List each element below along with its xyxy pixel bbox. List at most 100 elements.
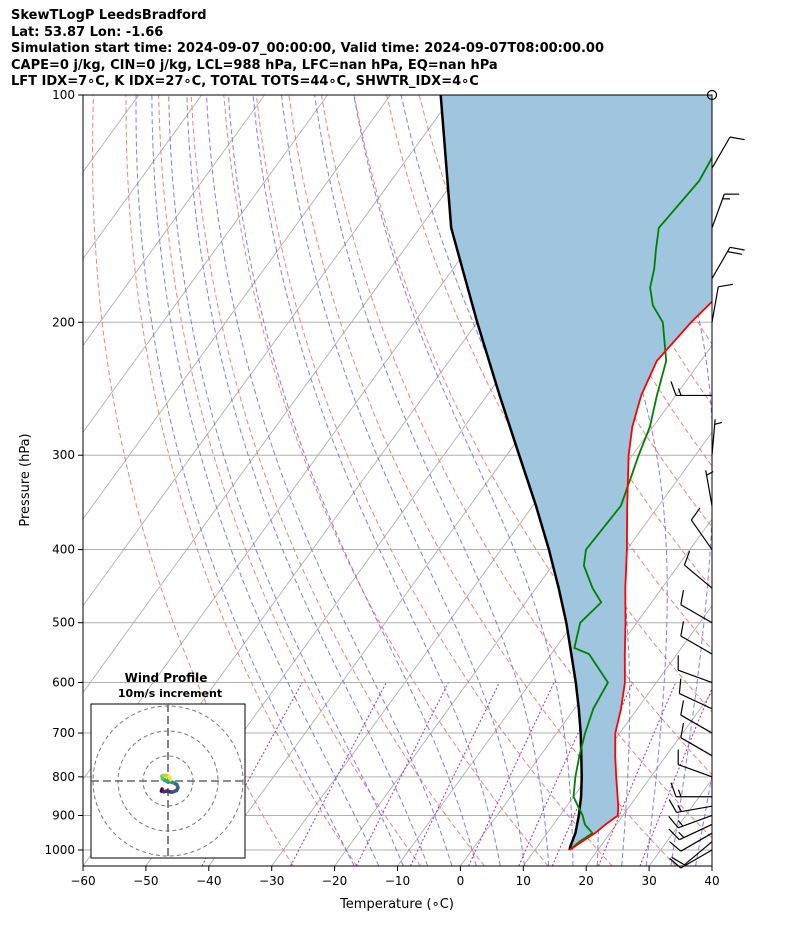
dry-adiabat-line: [713, 95, 794, 866]
dry-adiabat-line: [190, 95, 485, 866]
dry-adiabat-line: [158, 95, 422, 866]
y-tick-label: 600: [52, 676, 75, 690]
wind-barb: [711, 136, 745, 169]
x-tick-label: −20: [322, 874, 347, 888]
isotherm-line: [522, 604, 712, 866]
isotherm-line: [83, 95, 391, 520]
wind-barb-flag: [683, 550, 691, 566]
wind-barb-flag: [680, 589, 685, 605]
mixing-ratio-line: [468, 682, 555, 866]
dry-adiabat-line: [91, 95, 294, 866]
wind-barb: [680, 589, 713, 624]
dry-adiabat-line: [223, 95, 549, 866]
dry-adiabat-line: [778, 95, 794, 866]
y-tick-label: 500: [52, 616, 75, 630]
isotherm-line: [460, 518, 712, 866]
wind-barb-flag: [727, 251, 743, 255]
wind-barb-flag: [690, 507, 701, 521]
x-tick-label: −50: [133, 874, 158, 888]
header-indices-line: LFT IDX=7∘C, K IDX=27∘C, TOTAL TOTS=44∘C…: [11, 74, 479, 89]
wind-barb-staff: [677, 763, 713, 778]
wind-barb: [668, 814, 713, 829]
wind-barb-flag: [670, 381, 677, 396]
wind-barb-staff: [679, 823, 713, 841]
hodograph-title: Wind Profile: [125, 671, 208, 685]
dry-adiabat-line: [516, 95, 712, 467]
cin-shaded-area: [440, 95, 712, 850]
hodograph-subtitle: 10m/s increment: [118, 687, 222, 700]
wind-barb-flag: [669, 841, 682, 852]
wind-barb-flag: [680, 621, 685, 637]
y-tick-label: 1000: [44, 843, 75, 857]
wind-barb: [668, 799, 713, 814]
wind-barb: [677, 749, 713, 778]
wind-barb-flag: [729, 136, 745, 141]
wind-barb-staff: [680, 832, 713, 852]
chart-header: SkewTLogP LeedsBradford Lat: 53.87 Lon: …: [11, 8, 604, 91]
moist-adiabat-line: [252, 95, 501, 866]
wind-barb-staff: [711, 136, 731, 169]
mixing-ratio-line: [639, 687, 712, 866]
isotherm-line: [83, 95, 328, 433]
hodograph-plot: [91, 704, 245, 858]
wind-barb: [680, 700, 713, 734]
wind-barb: [671, 841, 713, 866]
wind-barb-flag: [678, 678, 682, 694]
wind-barb-staff: [680, 604, 713, 624]
isotherm-line: [711, 865, 712, 866]
dry-adiabat-line: [125, 95, 358, 866]
y-tick-label: 100: [52, 88, 75, 102]
moist-adiabat-line: [135, 95, 355, 866]
mixing-ratio-line: [290, 682, 387, 866]
isotherm-line: [83, 95, 203, 260]
wind-barb: [711, 419, 723, 456]
wind-barb-staff: [677, 669, 713, 684]
y-tick-label: 300: [52, 448, 75, 462]
y-tick-label: 400: [52, 543, 75, 557]
temperature-profile-line: [568, 300, 712, 851]
header-times: Simulation start time: 2024-09-07_00:00:…: [11, 41, 604, 56]
wind-barb-staff: [677, 814, 713, 829]
x-tick-label: 20: [579, 874, 594, 888]
dry-adiabat-line: [321, 95, 712, 839]
dry-adiabat-line: [745, 95, 794, 866]
wind-barb: [670, 782, 712, 798]
wind-barb-flag: [668, 815, 679, 829]
dry-adiabat-line: [288, 95, 677, 866]
parcel-profile-line: [439, 95, 583, 851]
wind-barb-staff: [690, 519, 713, 550]
wind-barb-staff: [705, 470, 713, 506]
moist-adiabat-line: [281, 95, 525, 866]
wind-barb-staff: [711, 247, 731, 279]
moist-adiabat-line: [353, 95, 574, 866]
x-tick-label: 10: [516, 874, 531, 888]
y-axis-label: Pressure (hPa): [18, 433, 33, 526]
x-tick-label: −30: [259, 874, 284, 888]
wind-barb-staff: [711, 193, 725, 229]
moist-adiabat-line: [168, 95, 404, 866]
moist-adiabat-line: [314, 95, 550, 866]
moist-adiabat-line: [186, 95, 429, 866]
header-station: SkewTLogP LeedsBradford: [11, 8, 207, 23]
wind-barb-half-flag: [678, 831, 685, 838]
wind-barb: [690, 507, 713, 550]
wind-barb-staff: [711, 419, 716, 456]
dry-adiabat-line: [255, 95, 613, 866]
wind-barb-flag: [680, 700, 685, 716]
wind-barb-flag: [669, 857, 682, 869]
dry-adiabat-line: [386, 95, 712, 713]
hodograph-trace-segment: [167, 775, 173, 782]
x-tick-label: 30: [641, 874, 656, 888]
wind-barb-half-flag: [706, 471, 714, 476]
wind-barb-staff: [680, 635, 713, 655]
mixing-ratio-line: [355, 682, 449, 866]
wind-barb-staff: [680, 849, 713, 869]
wind-barb-half-flag: [677, 789, 682, 797]
wind-barb: [670, 381, 712, 397]
header-coordinates: Lat: 53.87 Lon: -1.66: [11, 24, 164, 40]
isotherm-line: [83, 95, 454, 607]
header-cape-line: CAPE=0 j/kg, CIN=0 j/kg, LCL=988 hPa, LF…: [11, 57, 498, 73]
x-tick-label: −40: [196, 874, 221, 888]
wind-barb: [680, 722, 713, 757]
